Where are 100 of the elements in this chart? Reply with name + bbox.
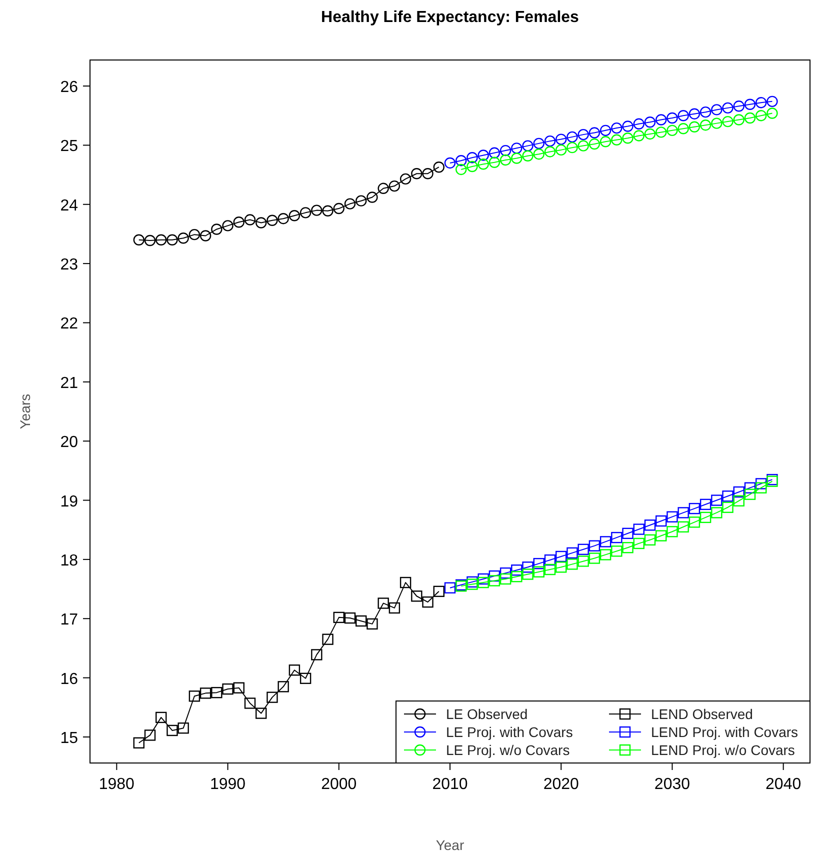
y-axis-title: Years — [17, 394, 33, 430]
x-tick-label: 2040 — [766, 776, 802, 793]
point — [278, 681, 289, 692]
point — [544, 146, 556, 158]
y-tick-label: 22 — [60, 316, 78, 333]
point — [478, 150, 489, 161]
point — [488, 156, 500, 168]
point — [200, 230, 212, 242]
x-tick-label: 1980 — [98, 776, 135, 793]
point — [666, 112, 678, 124]
point — [256, 708, 267, 719]
point — [188, 690, 200, 702]
point — [578, 544, 589, 555]
point — [678, 521, 689, 532]
point — [511, 152, 522, 164]
point — [733, 114, 744, 126]
x-axis-title: Year — [436, 837, 464, 853]
point — [511, 571, 522, 582]
point — [466, 152, 478, 164]
point — [456, 155, 467, 166]
point — [188, 228, 200, 240]
point — [411, 590, 422, 602]
legend-label: LEND Observed — [651, 706, 753, 722]
point — [288, 664, 300, 676]
point — [622, 528, 634, 539]
point — [700, 512, 712, 524]
legend-label: LEND Proj. w/o Covars — [651, 742, 795, 758]
point — [744, 488, 756, 500]
point — [556, 550, 567, 562]
point — [556, 144, 567, 156]
x-tick-label: 2020 — [543, 776, 580, 793]
point — [766, 108, 778, 119]
point — [656, 530, 667, 542]
y-tick-label: 24 — [60, 197, 78, 214]
point — [233, 682, 244, 694]
point — [700, 119, 712, 131]
point — [766, 96, 778, 108]
point — [544, 554, 556, 566]
point — [656, 126, 667, 138]
point — [533, 566, 544, 578]
point — [611, 546, 622, 557]
x-tick-label: 1990 — [210, 776, 246, 793]
x-tick-label: 2010 — [432, 776, 468, 793]
point — [400, 173, 412, 185]
point — [578, 556, 589, 567]
point — [288, 210, 300, 222]
point — [322, 634, 334, 645]
point — [200, 688, 212, 699]
point — [511, 564, 522, 576]
y-tick-label: 17 — [60, 612, 78, 629]
point — [578, 140, 589, 152]
point — [311, 649, 322, 660]
point — [666, 511, 678, 522]
point — [233, 216, 244, 228]
point — [688, 121, 700, 132]
point — [533, 138, 544, 150]
point — [688, 516, 700, 528]
point — [222, 683, 234, 695]
point — [711, 494, 722, 506]
point — [588, 127, 600, 138]
point — [378, 182, 389, 194]
point — [700, 106, 712, 118]
point — [166, 234, 178, 246]
point — [266, 214, 278, 226]
point — [522, 150, 534, 162]
point — [356, 615, 367, 627]
y-tick-label: 15 — [60, 730, 78, 747]
legend-label: LE Observed — [446, 706, 528, 722]
point — [456, 164, 467, 176]
legend-label: LE Proj. w/o Covars — [446, 742, 570, 758]
point — [356, 195, 367, 206]
point — [156, 234, 167, 246]
point — [333, 202, 344, 214]
point — [511, 142, 522, 154]
point — [622, 132, 634, 144]
point — [133, 737, 144, 748]
point — [666, 124, 678, 136]
point — [711, 104, 722, 116]
point — [222, 220, 234, 232]
point — [644, 128, 656, 140]
point — [478, 576, 489, 588]
point — [633, 130, 644, 142]
point — [522, 140, 534, 152]
point — [722, 502, 734, 513]
point — [178, 722, 189, 734]
point — [688, 108, 700, 120]
point — [444, 582, 456, 594]
point — [211, 224, 222, 235]
point — [588, 540, 600, 552]
point — [611, 532, 622, 544]
point — [588, 552, 600, 564]
point — [633, 524, 644, 535]
point — [578, 128, 589, 140]
point — [611, 122, 622, 134]
point — [500, 154, 512, 166]
point — [733, 495, 744, 506]
point — [300, 207, 312, 218]
y-tick-label: 26 — [60, 79, 78, 96]
point — [256, 217, 267, 228]
point — [566, 142, 578, 154]
